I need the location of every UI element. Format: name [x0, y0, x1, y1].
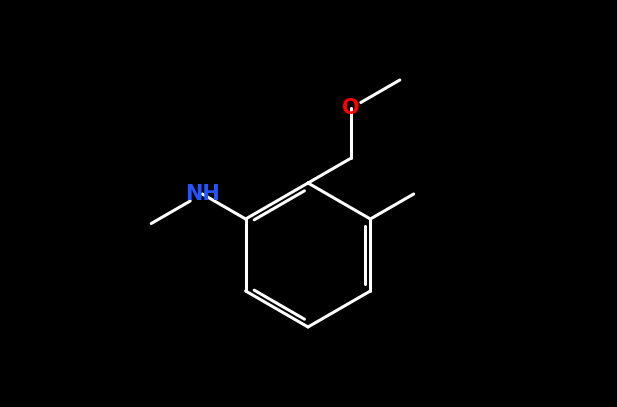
- Text: NH: NH: [185, 184, 220, 204]
- Text: O: O: [342, 98, 360, 118]
